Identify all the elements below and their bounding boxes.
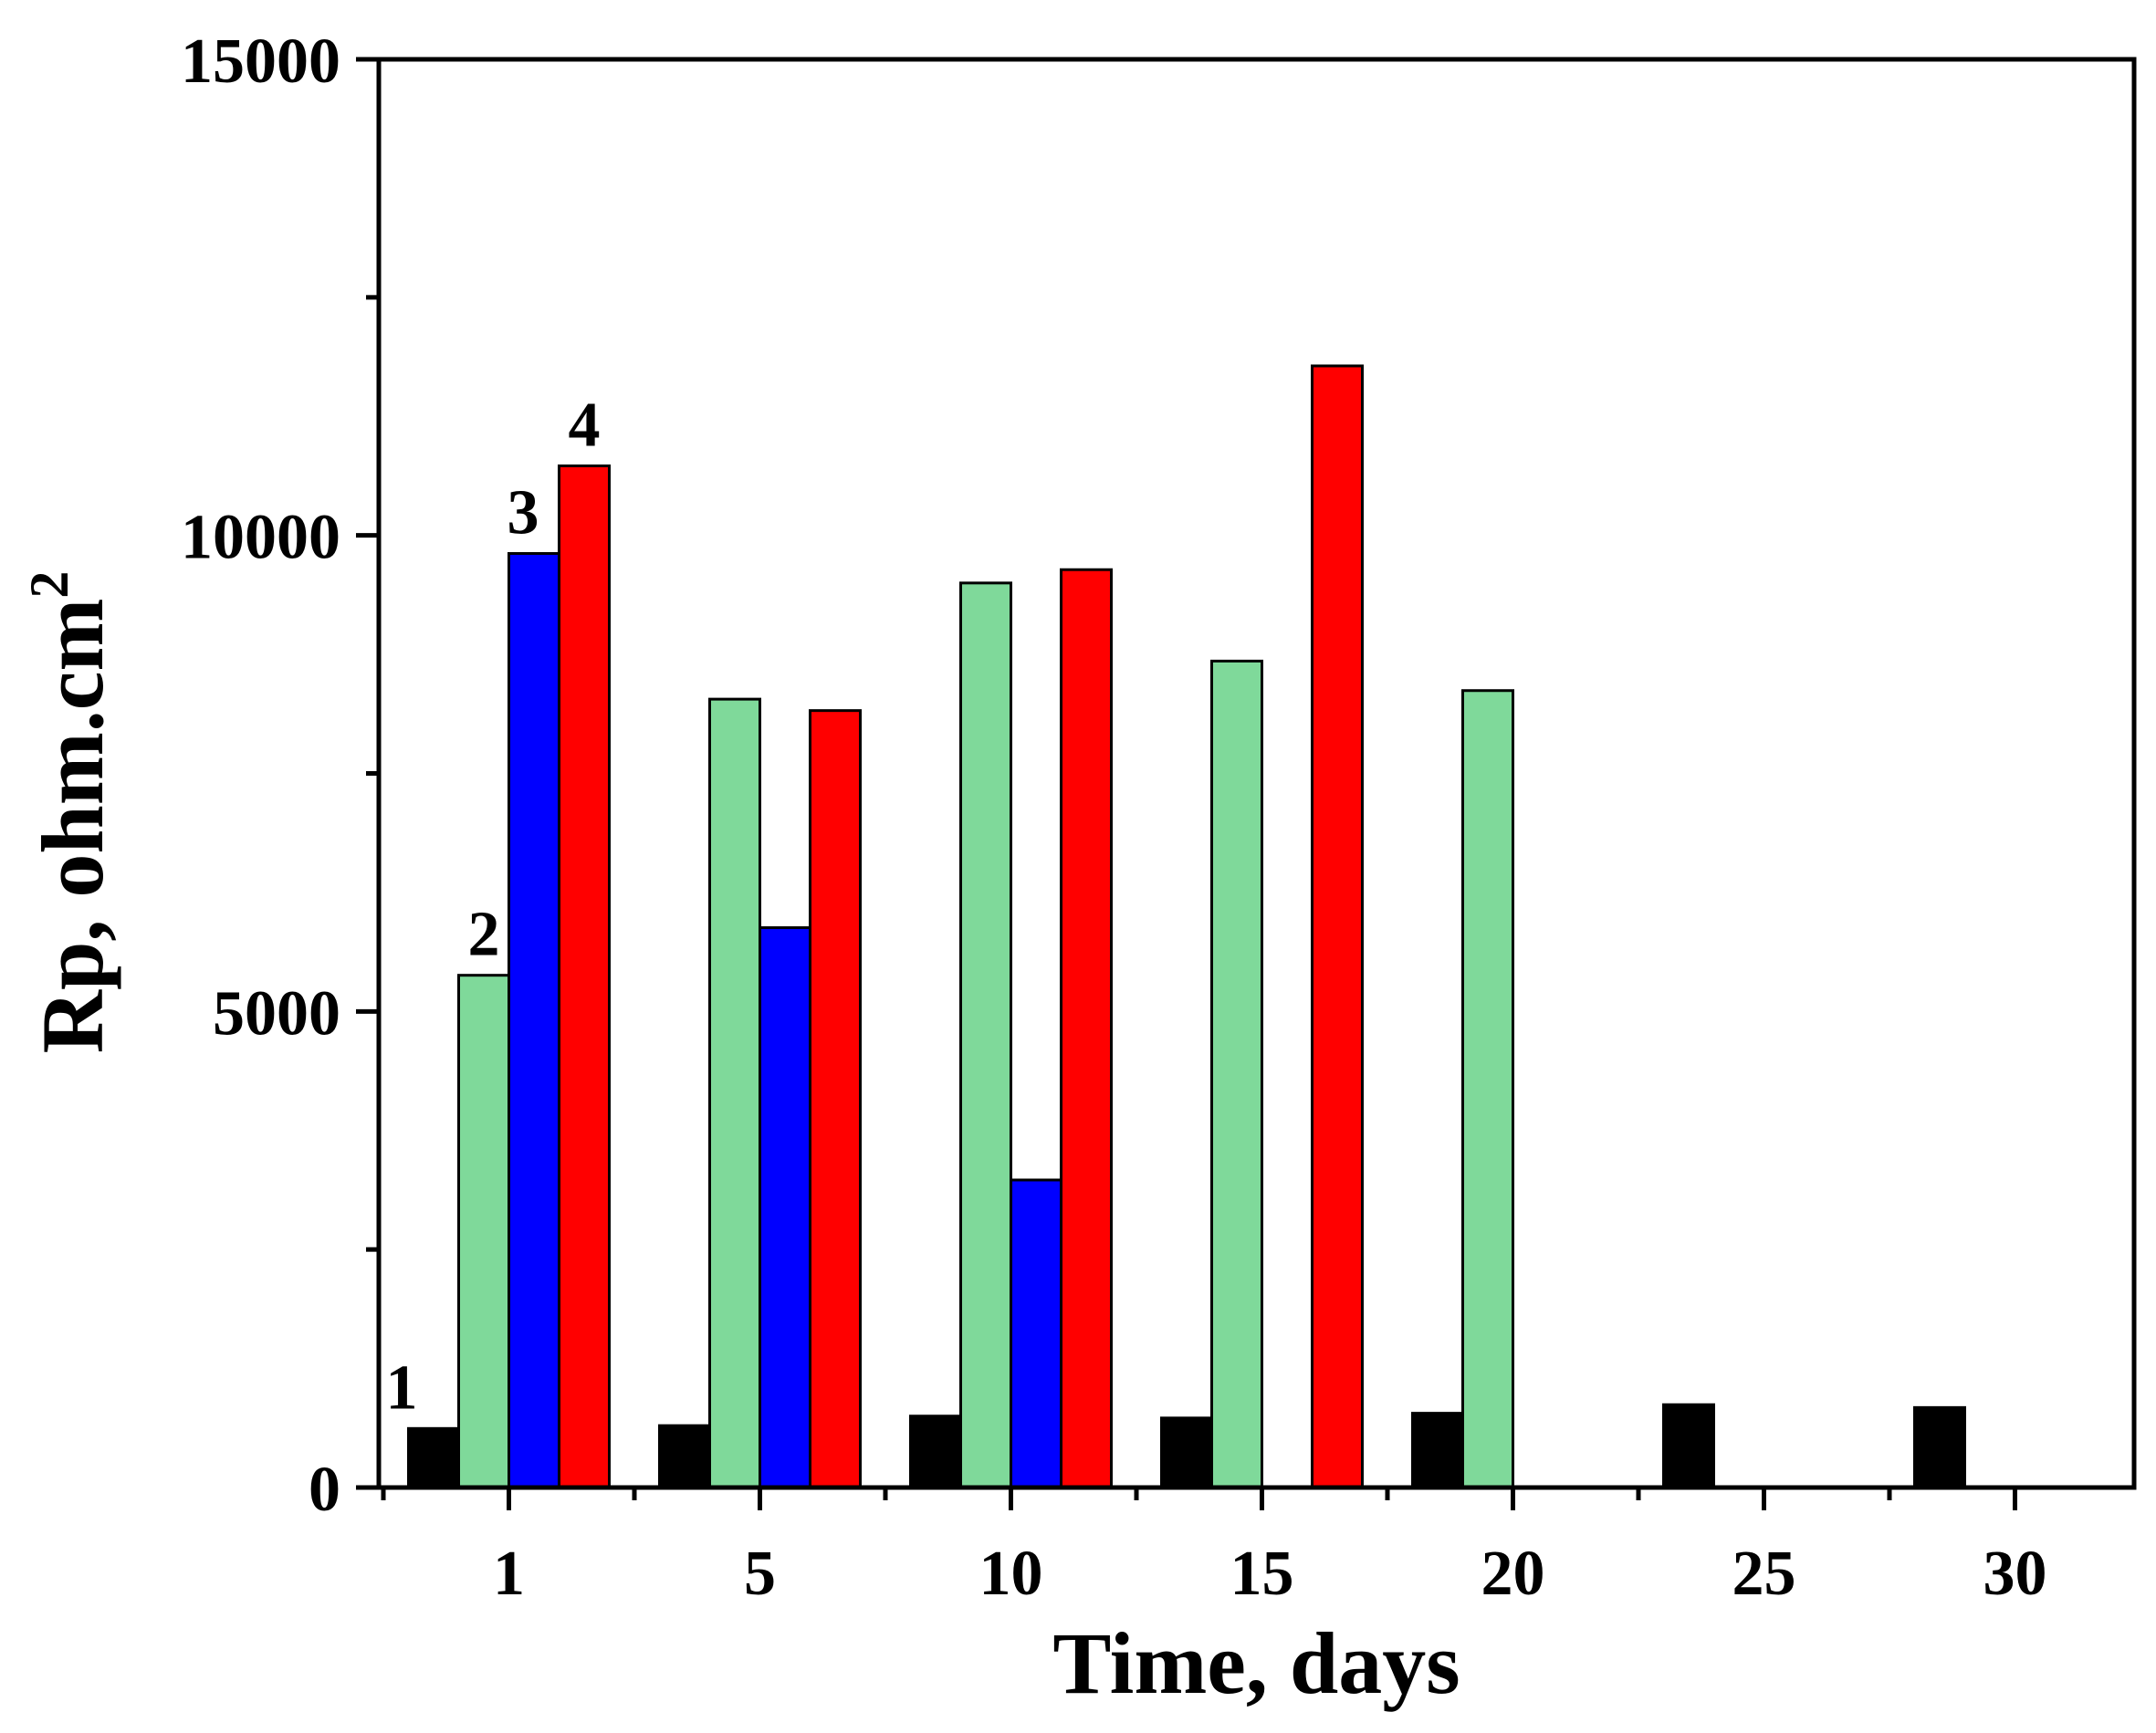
bar-series-2-day-15 — [1210, 659, 1263, 1489]
x-tick-label-15: 15 — [1230, 1539, 1294, 1609]
x-tick-label-20: 20 — [1481, 1539, 1545, 1609]
bar-series-1-day-30 — [1913, 1405, 1966, 1489]
x-tick-label-25: 25 — [1732, 1539, 1796, 1609]
bar-series-2-day-20 — [1461, 689, 1514, 1489]
y-tick-label-5000: 5000 — [213, 978, 340, 1049]
bar-series-3-day-10 — [1010, 1178, 1062, 1489]
ticks-layer — [356, 57, 2017, 1510]
x-tick-label-1: 1 — [493, 1539, 525, 1609]
bar-series-1-day-5 — [658, 1424, 711, 1489]
y-axis-title-superscript: 2 — [19, 571, 79, 599]
bar-series-1-day-15 — [1160, 1416, 1213, 1489]
bar-series-4-day-5 — [809, 709, 862, 1489]
bar-series-2-day-1 — [457, 974, 510, 1489]
series-label-2: 2 — [468, 900, 500, 970]
series-labels-layer: 1 2 34 — [386, 391, 601, 1424]
bar-series-2-day-5 — [708, 697, 761, 1489]
y-tick-label-10000: 10000 — [181, 503, 340, 573]
bar-series-1-day-10 — [909, 1415, 962, 1489]
series-label-1: 1 — [386, 1352, 418, 1423]
bar-series-4-day-10 — [1060, 568, 1113, 1489]
x-tick-label-30: 30 — [1983, 1539, 2047, 1609]
bars-layer — [407, 364, 1966, 1489]
y-tick-label-15000: 15000 — [181, 26, 340, 97]
series-label-4: 4 — [569, 391, 601, 461]
bar-series-1-day-20 — [1411, 1412, 1464, 1489]
y-axis-title-text: Rp, ohm.cm — [24, 599, 121, 1054]
y-tick-label-0: 0 — [309, 1455, 340, 1525]
bar-series-4-day-1 — [558, 465, 611, 1489]
bar-series-3-day-5 — [759, 926, 811, 1489]
bar-series-1-day-1 — [407, 1426, 460, 1489]
y-axis-title: Rp, ohm.cm2 — [19, 571, 121, 1054]
series-label-3: 3 — [508, 477, 539, 548]
x-axis-title: Time, days — [1052, 1614, 1460, 1712]
x-tick-label-5: 5 — [744, 1539, 776, 1609]
x-tick-label-10: 10 — [979, 1539, 1043, 1609]
bar-series-3-day-1 — [508, 551, 560, 1489]
bar-series-2-day-10 — [959, 581, 1012, 1489]
bar-series-1-day-25 — [1662, 1403, 1715, 1489]
bar-series-4-day-15 — [1311, 364, 1364, 1489]
